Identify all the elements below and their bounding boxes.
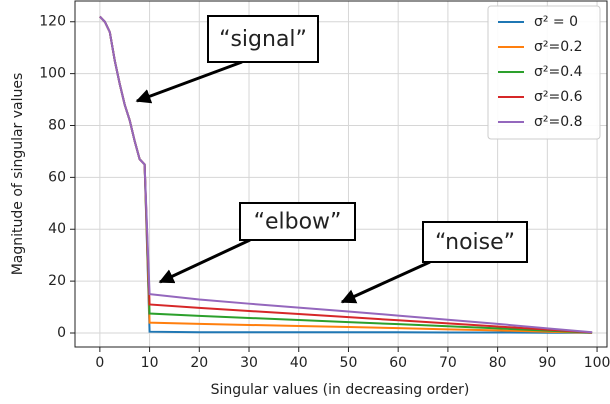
- y-tick-label: 0: [57, 325, 66, 341]
- annotation-text: “signal”: [219, 27, 307, 52]
- y-tick-label: 20: [48, 273, 66, 289]
- annotation-text: “elbow”: [254, 210, 342, 235]
- legend-label: σ²=0.6: [534, 89, 583, 105]
- annotation-arrow: [158, 238, 251, 284]
- x-tick-label: 40: [290, 355, 308, 371]
- annotation-arrow: [340, 260, 431, 304]
- legend-label: σ²=0.4: [534, 64, 583, 80]
- x-tick-label: 10: [141, 355, 159, 371]
- x-tick-label: 30: [240, 355, 258, 371]
- legend-label: σ²=0.2: [534, 39, 582, 55]
- x-tick-label: 50: [340, 355, 358, 371]
- x-tick-label: 0: [95, 355, 104, 371]
- plot-frame: [74, 0, 608, 348]
- annotation-box: [207, 15, 319, 63]
- x-tick-label: 100: [584, 355, 610, 371]
- legend-label: σ²=0.8: [534, 114, 582, 130]
- annotation-box: [239, 202, 356, 241]
- series-line: [99, 15, 593, 334]
- legend-label: σ² = 0: [534, 14, 578, 30]
- annotation-arrow: [135, 60, 243, 104]
- x-axis-label: Singular values (in decreasing order): [211, 382, 470, 398]
- legend-box: [487, 5, 601, 140]
- annotation-box: [422, 221, 528, 263]
- annotation-text: “noise”: [435, 230, 515, 255]
- x-tick-label: 20: [190, 355, 208, 371]
- y-tick-label: 80: [48, 117, 66, 133]
- x-tick-label: 70: [439, 355, 457, 371]
- x-tick-label: 80: [489, 355, 507, 371]
- x-tick-label: 90: [538, 355, 556, 371]
- y-tick-label: 40: [48, 221, 66, 237]
- y-tick-label: 120: [39, 14, 66, 30]
- y-tick-label: 100: [39, 66, 66, 82]
- x-tick-label: 60: [389, 355, 407, 371]
- y-tick-label: 60: [48, 169, 66, 185]
- y-axis-label: Magnitude of singular values: [10, 73, 26, 276]
